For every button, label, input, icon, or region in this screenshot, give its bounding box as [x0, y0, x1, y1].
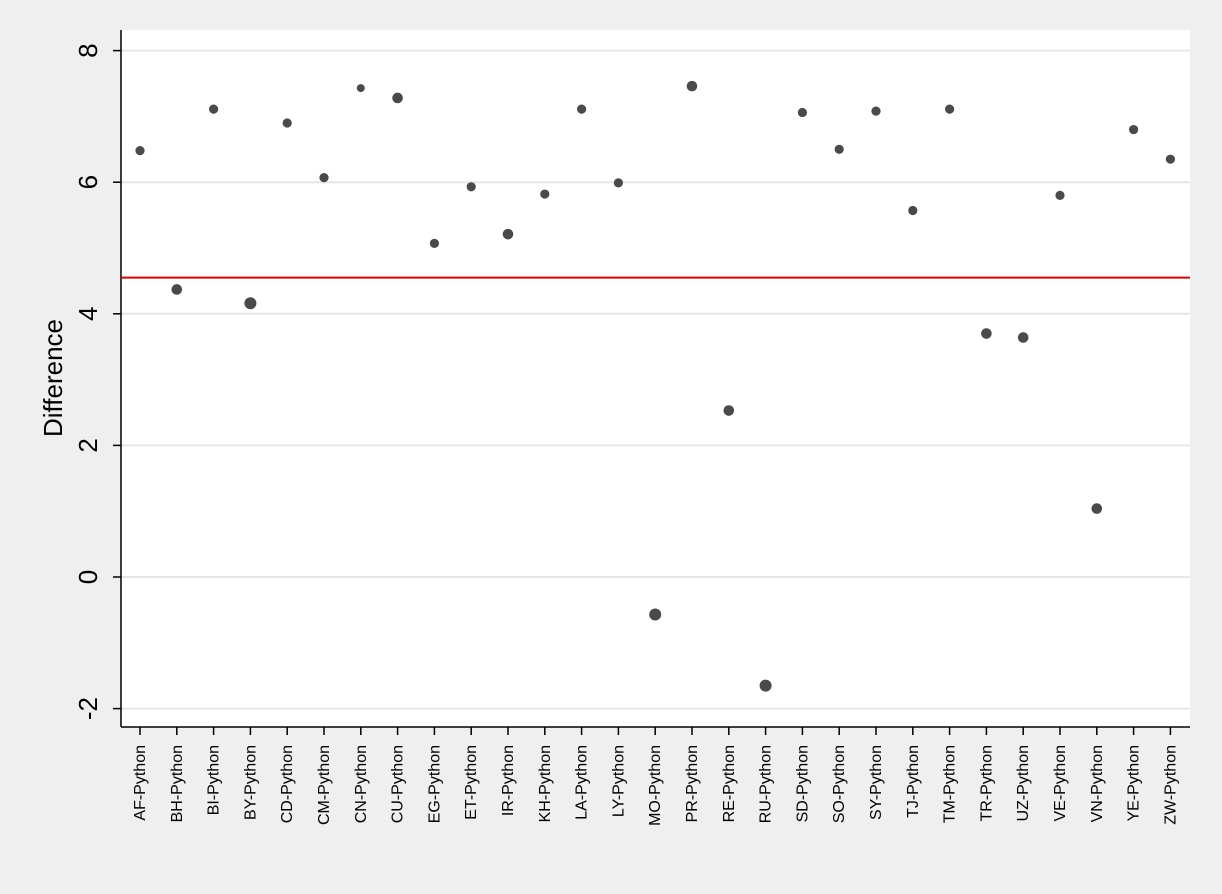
data-point — [135, 146, 145, 156]
x-tick-label: BI-Python — [206, 745, 223, 815]
y-axis-label: Difference — [38, 319, 68, 437]
y-tick-label: -2 — [73, 697, 103, 720]
data-point — [429, 238, 439, 248]
x-tick-label: TM-Python — [942, 745, 959, 823]
y-tick-label: 0 — [73, 570, 103, 584]
x-tick-label: CD-Python — [279, 745, 296, 823]
data-point — [871, 106, 881, 116]
data-point — [797, 107, 808, 118]
plot-area — [121, 30, 1190, 727]
x-tick-label: ZW-Python — [1162, 745, 1179, 825]
x-tick-label: VE-Python — [1052, 745, 1069, 821]
x-tick-label: RU-Python — [758, 745, 775, 823]
data-point — [282, 118, 292, 128]
x-tick-label: PR-Python — [684, 745, 701, 822]
x-tick-label: LY-Python — [610, 745, 627, 817]
data-point — [577, 104, 587, 114]
data-point — [319, 172, 329, 183]
x-tick-label: KH-Python — [537, 745, 554, 822]
x-tick-label: MO-Python — [647, 745, 664, 826]
y-tick-label: 4 — [73, 307, 103, 321]
x-tick-label: CM-Python — [316, 745, 333, 825]
x-tick-label: SO-Python — [831, 745, 848, 823]
x-tick-label: UZ-Python — [1015, 745, 1032, 821]
data-point — [613, 178, 624, 188]
data-point — [356, 84, 365, 93]
y-tick-label: 2 — [73, 438, 103, 452]
x-tick-label: CU-Python — [390, 745, 407, 823]
x-tick-label: YE-Python — [1126, 745, 1143, 821]
data-point — [466, 182, 476, 192]
data-point — [834, 144, 844, 154]
data-point — [171, 284, 183, 295]
x-tick-label: SY-Python — [868, 745, 885, 820]
data-point — [981, 328, 992, 339]
x-tick-label: TJ-Python — [905, 745, 922, 818]
x-tick-label: ET-Python — [463, 745, 480, 820]
y-tick-label: 6 — [73, 175, 103, 189]
data-point — [392, 92, 403, 104]
y-tick-label: 8 — [73, 43, 103, 57]
x-tick-label: VN-Python — [1089, 745, 1106, 822]
data-point — [723, 405, 735, 416]
data-point — [1165, 154, 1175, 164]
data-point — [209, 104, 219, 114]
data-point — [945, 104, 955, 114]
x-tick-label: IR-Python — [500, 745, 517, 816]
data-point — [908, 205, 918, 216]
x-tick-label: CN-Python — [353, 745, 370, 823]
x-tick-label: SD-Python — [794, 745, 811, 822]
data-point — [759, 679, 772, 692]
x-tick-label: LA-Python — [574, 745, 591, 820]
data-point — [244, 297, 257, 310]
data-point — [649, 608, 662, 621]
x-tick-label: RE-Python — [721, 745, 738, 822]
x-tick-label: BH-Python — [169, 745, 186, 822]
x-tick-label: BY-Python — [242, 745, 259, 820]
data-point — [686, 80, 698, 92]
data-point — [1129, 124, 1139, 135]
data-point — [1091, 503, 1103, 514]
x-tick-label: TR-Python — [978, 745, 995, 821]
data-point — [540, 189, 550, 199]
data-point — [1055, 190, 1065, 200]
data-point — [1017, 332, 1029, 343]
data-point — [502, 228, 514, 240]
x-tick-label: EG-Python — [426, 745, 443, 823]
x-tick-label: AF-Python — [132, 745, 149, 821]
